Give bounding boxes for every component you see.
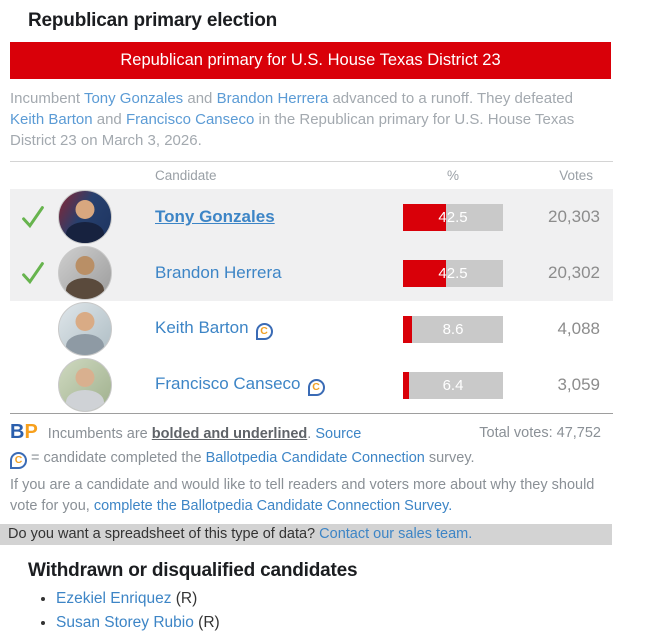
vote-count: 20,302 [548, 263, 600, 282]
results-table: Candidate % Votes Tony Gonzales 42.5 20,… [10, 162, 613, 413]
withdrawn-candidate-link[interactable]: Ezekiel Enriquez [56, 590, 172, 608]
results-table-header: Candidate % Votes [10, 162, 613, 189]
vote-share-label: 8.6 [442, 320, 464, 338]
candidate-link[interactable]: Keith Barton [155, 318, 249, 337]
vote-share-bar: 42.5 [403, 259, 503, 287]
vote-share-bar: 6.4 [403, 371, 503, 399]
vote-share-label: 42.5 [438, 208, 468, 226]
race-banner-label: Republican primary for U.S. House Texas … [120, 51, 501, 69]
candidate-link[interactable]: Brandon Herrera [155, 263, 282, 282]
party-label: (R) [198, 614, 220, 632]
sales-strip: Do you want a spreadsheet of this type o… [0, 524, 612, 546]
candidate-connection-icon[interactable]: C [255, 323, 273, 340]
table-footer: BP Incumbents are bolded and underlined. … [0, 421, 613, 546]
summary-text: in the Republican primary for U.S. House… [10, 111, 575, 149]
withdrawn-list: Ezekiel Enriquez (R) Susan Storey Rubio … [40, 590, 669, 632]
divider [10, 413, 613, 414]
survey-invite-line: If you are a candidate and would like to… [10, 477, 595, 515]
source-link[interactable]: Source [315, 426, 362, 442]
list-item: Susan Storey Rubio (R) [56, 614, 669, 632]
vote-share-fill [403, 259, 446, 287]
candidate-row: Francisco Canseco C 6.4 3,059 [10, 357, 613, 413]
legend-emphasis: bolded and underlined [151, 426, 308, 442]
ballotpedia-logo: BP [10, 421, 38, 443]
sales-team-link[interactable]: Contact our sales team. [319, 526, 473, 543]
summary-text: Incumbent [10, 90, 84, 107]
withdrawn-heading: Withdrawn or disqualified candidates [28, 560, 358, 582]
header-percent: % [446, 168, 459, 183]
vote-count: 3,059 [557, 375, 600, 394]
candidate-photo [58, 190, 112, 244]
vote-share-fill [403, 371, 410, 399]
candidate-photo [58, 302, 112, 356]
vote-count: 4,088 [557, 319, 600, 338]
vote-share-fill [403, 203, 446, 231]
candidate-link[interactable]: Tony Gonzales [155, 207, 275, 226]
party-label: (R) [175, 590, 198, 608]
candidate-link[interactable]: Francisco Canseco [155, 374, 301, 393]
candidate-row: Keith Barton C 8.6 4,088 [10, 301, 613, 357]
survey-link[interactable]: complete the Ballotpedia Candidate Conne… [93, 498, 453, 515]
candidate-photo [58, 246, 112, 300]
link-tony-gonzales[interactable]: Tony Gonzales [83, 90, 184, 107]
summary-text: and [183, 90, 217, 107]
link-francisco-canseco[interactable]: Francisco Canseco [125, 111, 255, 128]
candidate-row: Tony Gonzales 42.5 20,303 [10, 189, 613, 245]
link-keith-barton[interactable]: Keith Barton [10, 111, 93, 128]
vote-share-label: 42.5 [438, 264, 468, 282]
link-brandon-herrera[interactable]: Brandon Herrera [216, 90, 329, 107]
vote-share-bar: 8.6 [403, 315, 503, 343]
divider [10, 161, 613, 162]
survey-badge-line: C = candidate completed the Ballotpedia … [10, 450, 613, 469]
summary-text: and [92, 111, 126, 128]
vote-share-fill [403, 315, 412, 343]
race-summary: Incumbent Tony Gonzales and Brandon Herr… [10, 88, 609, 151]
race-banner: Republican primary for U.S. House Texas … [10, 42, 611, 79]
legend-line: BP Incumbents are bolded and underlined. … [10, 421, 613, 444]
total-votes: Total votes: 47,752 [479, 424, 601, 441]
candidate-connection-link[interactable]: Ballotpedia Candidate Connection [205, 450, 425, 466]
list-item: Ezekiel Enriquez (R) [56, 590, 669, 608]
legend-text: Incumbents are [47, 426, 152, 442]
candidate-connection-icon: C [10, 452, 27, 469]
candidate-photo [58, 358, 112, 412]
advanced-checkmark-icon [10, 202, 55, 232]
candidate-connection-icon[interactable]: C [307, 379, 325, 396]
vote-count: 20,303 [548, 207, 600, 226]
header-votes: Votes [559, 168, 593, 183]
page-title: Republican primary election [28, 10, 278, 31]
withdrawn-candidate-link[interactable]: Susan Storey Rubio [56, 614, 194, 632]
advanced-checkmark-icon [10, 258, 55, 288]
vote-share-bar: 42.5 [403, 203, 503, 231]
summary-text: advanced to a runoff. They defeated [328, 90, 573, 107]
candidate-row: Brandon Herrera 42.5 20,302 [10, 245, 613, 301]
vote-share-label: 6.4 [442, 376, 464, 394]
header-candidate: Candidate [155, 168, 217, 183]
